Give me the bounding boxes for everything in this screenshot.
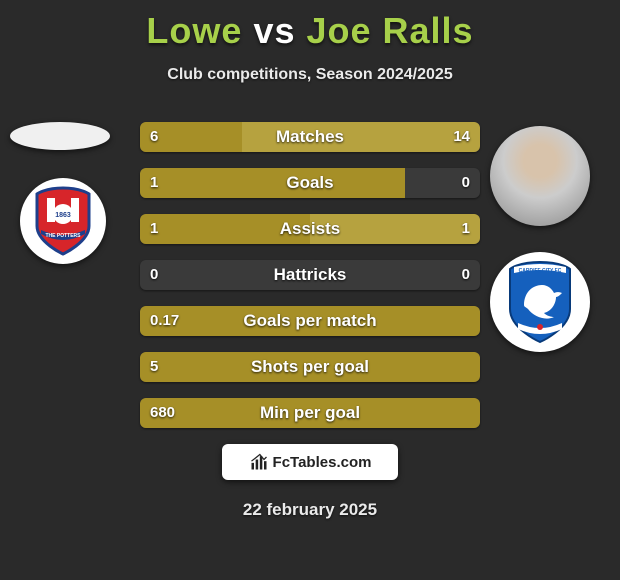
crest-year: 1863 [55, 212, 71, 219]
stat-row: 680Min per goal [140, 398, 480, 428]
stat-row: 5Shots per goal [140, 352, 480, 382]
stat-bar-player1 [140, 214, 310, 244]
title-player2: Joe Ralls [307, 10, 474, 51]
stat-bar-player2 [242, 122, 480, 152]
stat-value-player1: 0 [150, 260, 158, 290]
crest-motto: THE POTTERS [45, 233, 81, 239]
stats-bars: 614Matches10Goals11Assists00Hattricks0.1… [140, 122, 480, 444]
stat-row: 11Assists [140, 214, 480, 244]
cardiff-city-crest-icon: CARDIFF CITY FC [504, 259, 576, 345]
player1-avatar [10, 122, 110, 150]
stat-row: 10Goals [140, 168, 480, 198]
stat-bar-player1 [140, 352, 480, 382]
source-badge: FcTables.com [222, 444, 398, 480]
comparison-subtitle: Club competitions, Season 2024/2025 [0, 66, 620, 84]
stat-row: 0 0Hattricks [140, 260, 480, 290]
source-label: FcTables.com [273, 454, 372, 471]
stat-bar-player1 [140, 306, 480, 336]
comparison-title: Lowe vs Joe Ralls [0, 0, 620, 52]
stat-label: Hattricks [140, 260, 480, 290]
title-vs: vs [253, 10, 295, 51]
player2-avatar [490, 126, 590, 226]
stat-bar-player1 [140, 398, 480, 428]
title-player1: Lowe [146, 10, 242, 51]
stat-value-player2: 0 [462, 168, 470, 198]
stoke-city-crest-icon: 1863 THE POTTERS [33, 186, 93, 256]
stat-row: 614Matches [140, 122, 480, 152]
comparison-date: 22 february 2025 [0, 500, 620, 520]
stat-value-player2: 0 [462, 260, 470, 290]
stat-row: 0.17Goals per match [140, 306, 480, 336]
stat-bar-player2 [310, 214, 480, 244]
club-right-badge: CARDIFF CITY FC [490, 252, 590, 352]
chart-icon [249, 452, 269, 472]
stat-bar-player1 [140, 122, 242, 152]
club-left-badge: 1863 THE POTTERS [20, 178, 106, 264]
crest-name: CARDIFF CITY FC [519, 268, 562, 274]
stat-bar-player1 [140, 168, 405, 198]
